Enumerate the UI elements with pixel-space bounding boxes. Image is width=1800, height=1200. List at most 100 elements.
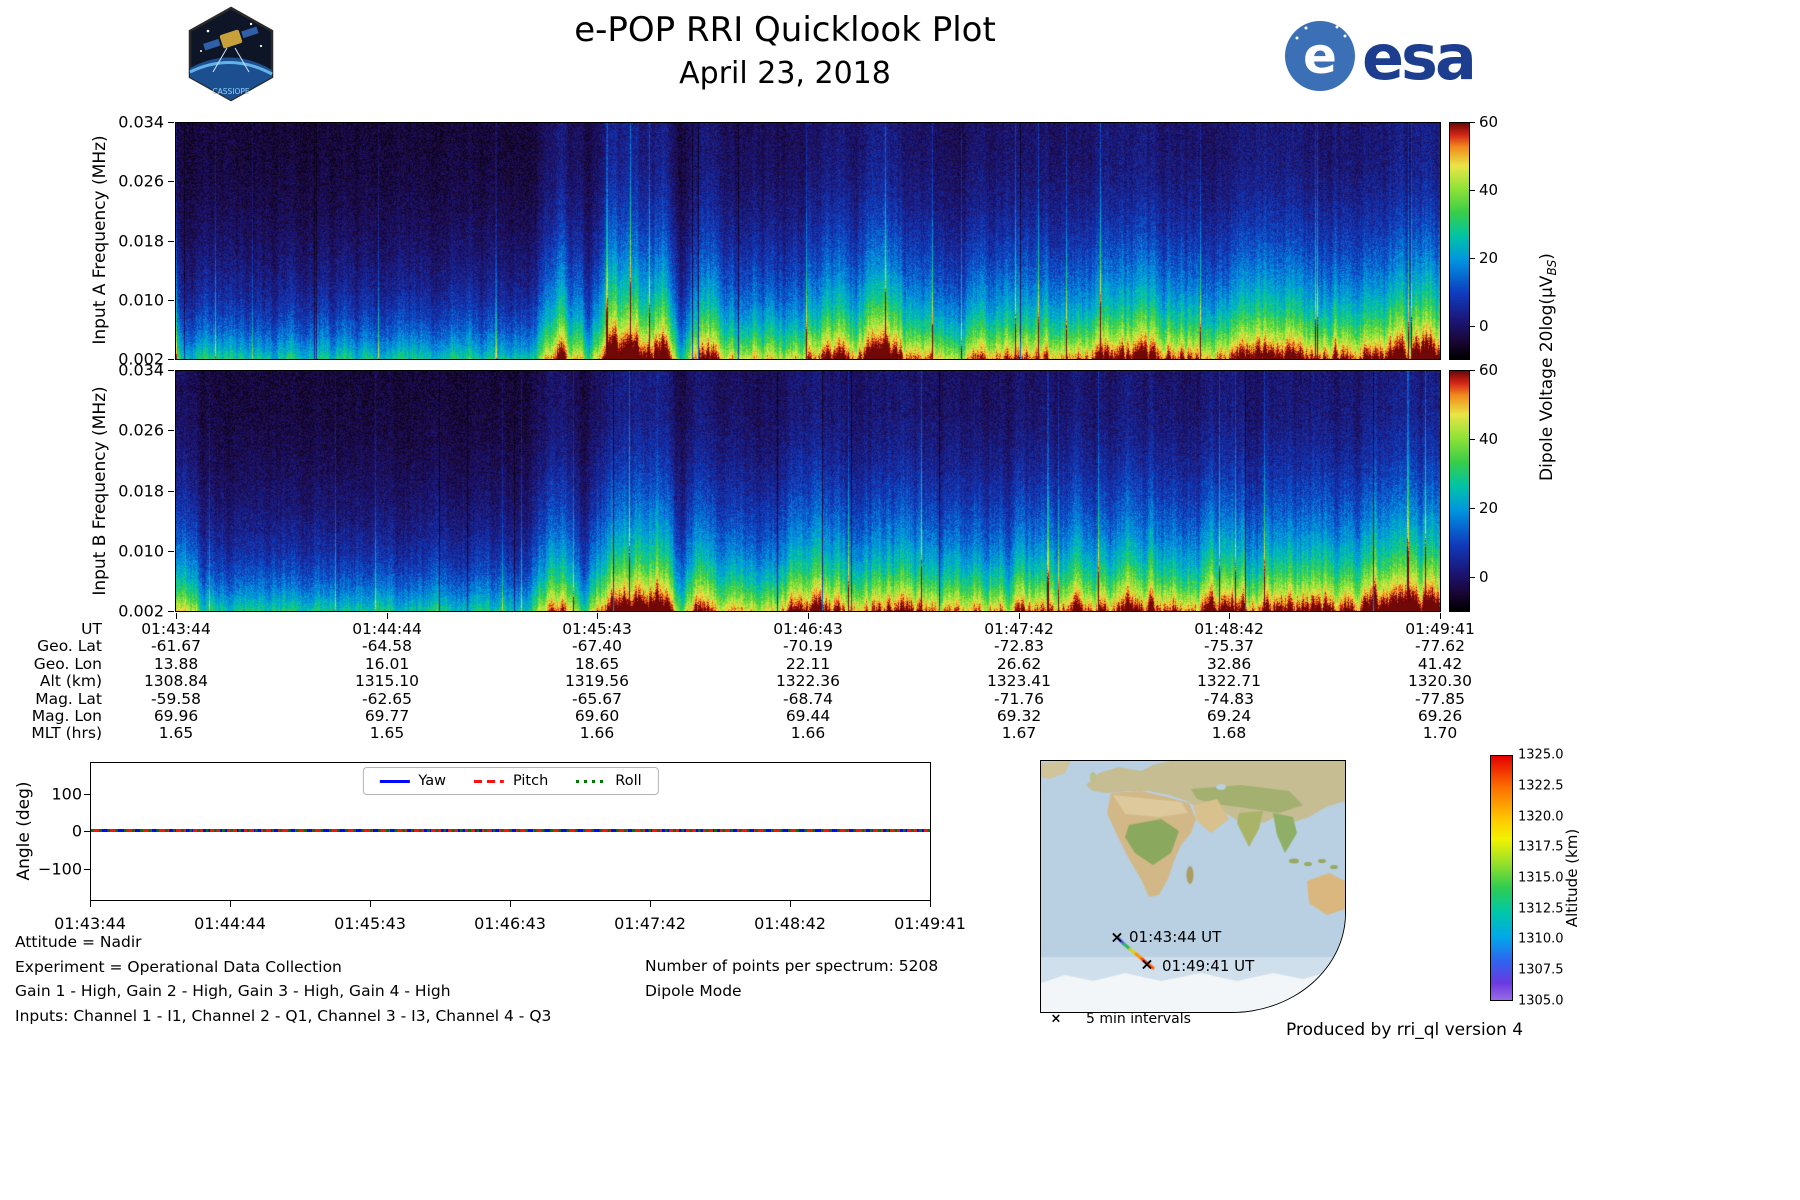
altitude-colorbar [1490, 755, 1513, 1001]
ephemeris-value: 1323.41 [986, 672, 1052, 691]
tick-mark [168, 370, 174, 371]
ephemeris-value: 69.44 [785, 707, 831, 726]
angle-xtick: 01:48:42 [754, 914, 826, 933]
tick-mark [84, 869, 90, 870]
colorbar-b-tick: 0 [1479, 568, 1489, 586]
track-interval-marker-icon: × [1140, 954, 1154, 974]
tick-mark [1470, 508, 1475, 509]
altitude-cb-tick: 1320.0 [1518, 809, 1564, 825]
spectrogram-b-canvas [176, 371, 1440, 611]
spectrogram-b-panel [175, 370, 1441, 612]
spectrogram-a-ytick: 0.026 [118, 171, 164, 191]
angle-plot: Yaw Pitch Roll [90, 762, 931, 901]
altitude-cb-tick: 1310.0 [1518, 931, 1564, 947]
tick-mark [597, 613, 598, 619]
angle-legend: Yaw Pitch Roll [362, 767, 659, 795]
track-end-label: 01:49:41 UT [1162, 957, 1255, 975]
tick-mark [1470, 122, 1475, 123]
ephemeris-value: -62.65 [362, 689, 412, 708]
colorbar-a-tick: 40 [1479, 181, 1499, 199]
tick-mark [230, 901, 231, 907]
tick-mark [1470, 326, 1475, 327]
gain-line: Gain 1 - High, Gain 2 - High, Gain 3 - H… [15, 982, 451, 1000]
ephemeris-column: 01:45:43 -67.40 18.65 1319.56 -65.67 69.… [531, 620, 663, 743]
legend-label-yaw: Yaw [418, 773, 446, 789]
tick-mark [168, 611, 174, 612]
colorbar-a-tick: 20 [1479, 249, 1499, 267]
ephemeris-row-label: Mag. Lon [31, 707, 102, 726]
ephemeris-value: 69.60 [574, 707, 620, 726]
esa-logo-icon: e esa [1285, 21, 1477, 94]
interval-legend-marker-icon: × [1050, 1011, 1062, 1027]
ephemeris-column: 01:43:44 -61.67 13.88 1308.84 -59.58 69.… [110, 620, 242, 743]
ephemeris-value: -71.76 [994, 689, 1044, 708]
ephemeris-value: 01:46:43 [773, 620, 843, 638]
ephemeris-value: 1.65 [158, 724, 194, 743]
tick-mark [930, 901, 931, 907]
patch-title-text: CASSIOPE [212, 87, 250, 96]
ephemeris-value: 1308.84 [143, 672, 209, 691]
tick-mark [90, 901, 91, 907]
ephemeris-column: 01:44:44 -64.58 16.01 1315.10 -62.65 69.… [321, 620, 453, 743]
ephemeris-value: 01:47:42 [984, 620, 1054, 638]
ephemeris-row-label: Alt (km) [39, 672, 102, 691]
tick-mark [168, 359, 174, 360]
ephemeris-value: -59.58 [151, 689, 201, 708]
ephemeris-value: -70.19 [783, 637, 833, 656]
tick-mark [176, 613, 177, 619]
track-start-label: 01:43:44 UT [1129, 928, 1222, 946]
ephemeris-column: 01:49:41 -77.62 41.42 1320.30 -77.85 69.… [1374, 620, 1506, 743]
ephemeris-value: -72.83 [994, 637, 1044, 656]
tick-mark [168, 430, 174, 431]
colorbar-a [1449, 122, 1470, 360]
tick-mark [168, 122, 174, 123]
altitude-cb-tick: 1315.0 [1518, 870, 1564, 886]
tick-mark [1470, 258, 1475, 259]
ephemeris-value: 32.86 [1206, 654, 1252, 673]
spectrum-info-block: Number of points per spectrum: 5208 Dipo… [645, 954, 938, 1003]
ephemeris-value: 18.65 [574, 654, 620, 673]
tick-mark [387, 613, 388, 619]
tick-mark [168, 491, 174, 492]
tick-mark [1229, 613, 1230, 619]
spectrogram-b-ytick: 0.034 [118, 360, 164, 380]
spectrogram-a-ytick: 0.010 [118, 290, 164, 310]
angle-xtick: 01:49:41 [894, 914, 966, 933]
dipole-voltage-colorbar-label: Dipole Voltage 20log(μVBS) [1537, 253, 1559, 481]
tick-mark [168, 300, 174, 301]
ephemeris-value: -77.85 [1415, 689, 1465, 708]
angle-plot-ylabel: Angle (deg) [14, 781, 34, 881]
cassiope-mission-patch-icon: CASSIOPE [188, 6, 274, 102]
angle-ytick: 100 [51, 784, 82, 804]
colorbar-b [1449, 370, 1470, 612]
ephemeris-value: 1.66 [579, 724, 615, 743]
ephemeris-value: 13.88 [153, 654, 199, 673]
colorbar-b-canvas [1450, 371, 1469, 611]
ephemeris-value: 01:43:44 [141, 620, 211, 638]
produced-by-text: Produced by rri_ql version 4 [1286, 1020, 1524, 1040]
ephemeris-value: 1315.10 [354, 672, 420, 691]
pitch-line-sample [473, 779, 504, 783]
ephemeris-value: 16.01 [364, 654, 410, 673]
patch-satellite-icon [203, 26, 259, 51]
tick-mark [1470, 370, 1475, 371]
spectrogram-a-panel [175, 122, 1441, 360]
ephemeris-value: 01:48:42 [1194, 620, 1264, 638]
settings-text-block: Attitude = Nadir Experiment = Operationa… [15, 930, 551, 1028]
colorbar-b-tick: 20 [1479, 499, 1499, 517]
angle-xtick: 01:43:44 [54, 914, 126, 933]
colorbar-a-tick: 0 [1479, 317, 1489, 335]
ephemeris-value: 1.65 [369, 724, 405, 743]
ephemeris-value: 41.42 [1417, 654, 1463, 673]
colorbar-label-suffix: ) [1537, 253, 1557, 260]
ephemeris-row-label: Geo. Lon [33, 654, 102, 673]
colorbar-a-canvas [1450, 123, 1469, 359]
ephemeris-value: -64.58 [362, 637, 412, 656]
ephemeris-row-label: Geo. Lat [37, 637, 102, 656]
patch-earth [190, 57, 272, 100]
legend-item-pitch: Pitch [473, 773, 548, 789]
spectrogram-b-ytick: 0.018 [118, 481, 164, 501]
track-start-marker-icon: × [1110, 927, 1124, 947]
altitude-cb-tick: 1322.5 [1518, 778, 1564, 794]
